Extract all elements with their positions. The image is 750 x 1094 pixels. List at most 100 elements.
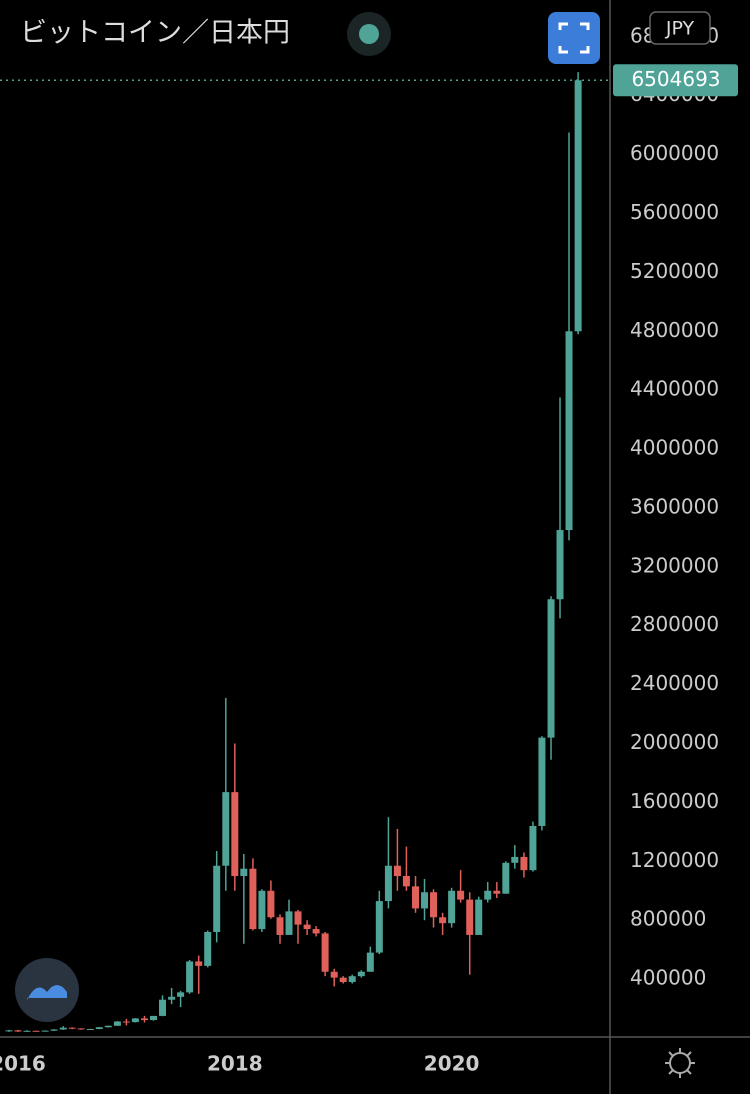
candle-body (520, 856, 528, 871)
candle-body (312, 929, 320, 934)
candle-body (267, 890, 275, 918)
candle-body (574, 80, 582, 332)
candle-body (177, 992, 185, 997)
candle-body (303, 924, 311, 930)
candle-body (86, 1029, 94, 1031)
x-tick-label: 2016 (0, 1052, 46, 1076)
y-tick-label: 400000 (630, 966, 706, 990)
y-tick-label: 4000000 (630, 436, 719, 460)
fullscreen-icon (558, 22, 590, 54)
candle-body (366, 952, 374, 972)
candle-body (402, 876, 410, 887)
y-tick-label: 1600000 (630, 789, 719, 813)
candle-body (95, 1027, 103, 1030)
candle-body (249, 868, 257, 930)
candle-body (565, 331, 573, 531)
y-tick-label: 2400000 (630, 671, 719, 695)
candle-body (466, 899, 474, 935)
y-tick-label: 2000000 (630, 730, 719, 754)
candle-body (231, 792, 239, 877)
candle-body (285, 911, 293, 935)
currency-button[interactable]: JPY (649, 11, 711, 45)
last-price-label: 6504693 (631, 67, 720, 91)
candle-body (41, 1030, 49, 1032)
candle-body (430, 892, 438, 918)
candle-body (32, 1030, 40, 1032)
y-tick-label: 5200000 (630, 259, 719, 283)
y-tick-label: 4400000 (630, 377, 719, 401)
chart-title: ビットコイン／日本円 (20, 18, 290, 49)
candle-body (159, 999, 167, 1016)
currency-box[interactable] (649, 11, 711, 45)
candle-body (529, 825, 537, 871)
candle-body (77, 1028, 85, 1030)
candle-body (556, 530, 564, 600)
candle-body (412, 886, 420, 909)
y-axis: 400000 800000 1200000 1600000 2000000 2400000… (0, 23, 719, 1075)
candle-body (348, 976, 356, 983)
candle-body (186, 961, 194, 993)
candle-body (330, 971, 338, 978)
y-tick-label: 4800000 (630, 318, 719, 342)
candle-body (384, 865, 392, 902)
candle-body (240, 868, 248, 877)
last-price-tag (613, 64, 738, 97)
candle-body (59, 1027, 67, 1030)
candle-body (104, 1025, 112, 1028)
candle-body (538, 737, 546, 826)
candle-body (213, 865, 221, 932)
candle-body (222, 792, 230, 866)
candle-body (195, 961, 203, 966)
indicator-button[interactable] (15, 958, 79, 1022)
candle-body (547, 599, 555, 738)
candle-body (484, 890, 492, 900)
candle-body (131, 1018, 139, 1023)
candle-body (276, 917, 284, 935)
x-tick-label: 2018 (207, 1052, 263, 1076)
candle-body (493, 890, 501, 894)
y-tick-label: 6000000 (630, 141, 719, 165)
candle-body (511, 856, 519, 863)
y-tick-label: 5600000 (630, 200, 719, 224)
candle-body (23, 1030, 31, 1032)
y-tick-label: 2800000 (630, 612, 719, 636)
candle-body (457, 890, 465, 900)
candle-body (393, 865, 401, 877)
candle-body (375, 901, 383, 953)
x-tick-label: 2020 (424, 1052, 480, 1076)
candle-body (5, 1030, 13, 1032)
indicator-bg[interactable] (15, 958, 79, 1022)
candle-body (339, 977, 347, 983)
indicator-icon (27, 985, 67, 1000)
candle-body (321, 933, 329, 972)
y-tick-label: 3200000 (630, 553, 719, 577)
currency-label[interactable]: JPY (665, 18, 695, 40)
candle-body (439, 917, 447, 924)
status-dot (359, 24, 379, 44)
candle-body (258, 890, 266, 930)
y-tick-label: 800000 (630, 907, 706, 931)
y-tick-label: 1200000 (630, 848, 719, 872)
candle-body (294, 911, 302, 925)
candle-body (113, 1021, 121, 1026)
settings-rays (665, 1048, 695, 1078)
candle-body (68, 1027, 76, 1029)
settings-button[interactable] (665, 1048, 695, 1078)
candle-body (475, 899, 483, 935)
candle-body (502, 862, 510, 894)
candle-body (168, 996, 176, 1000)
fullscreen-bg[interactable] (548, 12, 600, 64)
y-tick-label: 3600000 (630, 494, 719, 518)
candle-body (448, 890, 456, 924)
candle-body (14, 1030, 22, 1032)
candle-body (122, 1021, 130, 1023)
fullscreen-button[interactable] (548, 12, 600, 64)
candle-body (150, 1015, 158, 1021)
plot (5, 72, 582, 1032)
candle-body (50, 1029, 58, 1031)
candle-body (357, 971, 365, 977)
candle-body (421, 892, 429, 909)
